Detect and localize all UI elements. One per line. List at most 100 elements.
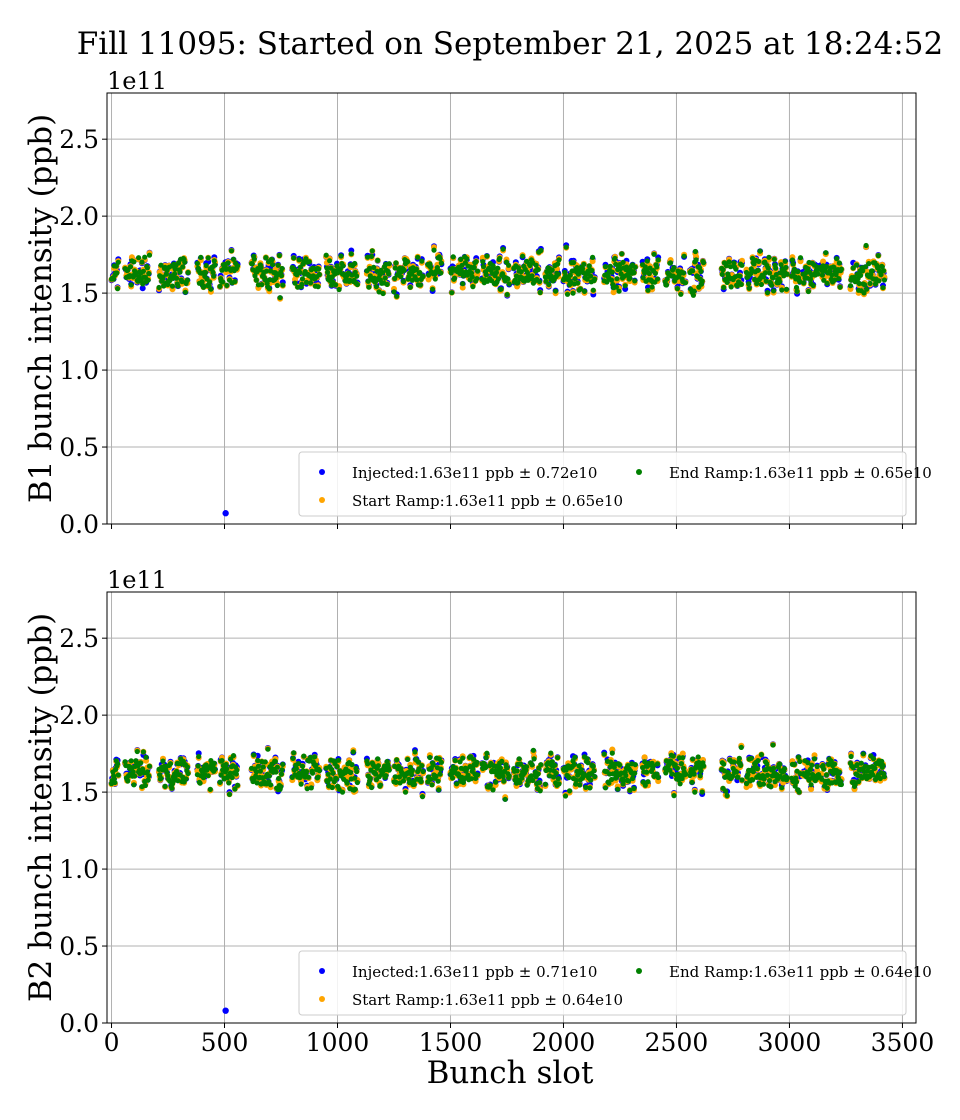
point-end_ramp — [293, 766, 299, 772]
point-end_ramp — [727, 264, 734, 270]
point-end_ramp — [376, 289, 382, 295]
point-end_ramp — [640, 275, 646, 281]
point-end_ramp — [136, 255, 142, 261]
point-end_ramp — [229, 774, 235, 781]
point-start_ramp — [679, 750, 686, 757]
point-end_ramp — [432, 276, 438, 282]
point-end_ramp — [555, 271, 561, 277]
point-end_ramp — [473, 259, 479, 265]
point-end_ramp — [449, 775, 456, 781]
point-end_ramp — [474, 276, 480, 282]
point-end_ramp — [756, 258, 762, 264]
point-end_ramp — [401, 267, 407, 273]
point-end_ramp — [783, 264, 789, 271]
point-end_ramp — [274, 282, 280, 289]
point-end_ramp — [327, 258, 333, 264]
point-end_ramp — [354, 768, 360, 775]
point-end_ramp — [493, 269, 499, 276]
point-end_ramp — [460, 755, 466, 761]
point-end_ramp — [220, 279, 226, 285]
point-end_ramp — [365, 254, 371, 260]
point-outlier — [222, 510, 229, 517]
point-end_ramp — [369, 784, 375, 791]
point-end_ramp — [255, 763, 261, 769]
point-end_ramp — [160, 274, 166, 280]
point-end_ramp — [274, 764, 280, 770]
panel-b1: 0.00.51.01.52.02.5 1e11 B1 bunch intensi… — [23, 67, 932, 539]
point-end_ramp — [291, 750, 297, 756]
point-end_ramp — [495, 276, 501, 282]
point-end_ramp — [875, 253, 881, 259]
point-end_ramp — [324, 265, 330, 271]
point-end_ramp — [778, 262, 784, 268]
point-end_ramp — [348, 251, 354, 257]
point-end_ramp — [755, 267, 761, 273]
point-end_ramp — [438, 270, 444, 276]
point-end_ramp — [872, 281, 879, 287]
point-end_ramp — [876, 278, 882, 284]
point-end_ramp — [292, 280, 298, 286]
point-end_ramp — [475, 268, 481, 274]
point-end_ramp — [176, 260, 182, 266]
legend-label-injected: Injected:1.63e11 ppb ± 0.72e10 — [352, 464, 597, 482]
point-end_ramp — [420, 273, 426, 279]
point-end_ramp — [506, 262, 512, 268]
point-end_ramp — [194, 260, 200, 266]
point-end_ramp — [671, 265, 677, 271]
point-end_ramp — [304, 786, 310, 792]
point-end_ramp — [698, 268, 704, 274]
point-end_ramp — [417, 282, 423, 288]
point-end_ramp — [590, 287, 596, 293]
point-end_ramp — [739, 262, 745, 268]
point-end_ramp — [430, 762, 436, 768]
point-end_ramp — [327, 776, 333, 782]
point-end_ramp — [457, 759, 463, 765]
point-end_ramp — [232, 279, 238, 285]
point-end_ramp — [115, 286, 121, 292]
point-end_ramp — [867, 280, 873, 286]
point-end_ramp — [452, 757, 458, 764]
point-end_ramp — [391, 289, 397, 295]
point-end_ramp — [863, 242, 869, 249]
point-end_ramp — [632, 264, 638, 270]
point-end_ramp — [435, 778, 441, 784]
point-end_ramp — [142, 782, 148, 789]
point-end_ramp — [838, 266, 845, 272]
point-end_ramp — [681, 253, 687, 259]
point-end_ramp — [627, 275, 633, 281]
point-end_ramp — [263, 255, 269, 261]
point-end_ramp — [757, 248, 763, 254]
point-end_ramp — [452, 275, 458, 281]
point-end_ramp — [235, 782, 241, 788]
point-end_ramp — [497, 255, 503, 261]
point-end_ramp — [824, 280, 830, 286]
point-end_ramp — [379, 270, 386, 276]
point-end_ramp — [386, 261, 392, 267]
point-end_ramp — [278, 784, 284, 790]
point-end_ramp — [437, 256, 443, 262]
point-end_ramp — [299, 276, 306, 282]
point-end_ramp — [407, 284, 413, 290]
point-end_ramp — [128, 758, 134, 764]
point-end_ramp — [699, 278, 705, 284]
point-start_ramp — [641, 754, 648, 761]
point-end_ramp — [470, 284, 476, 290]
point-end_ramp — [266, 773, 272, 779]
point-end_ramp — [795, 269, 801, 275]
point-end_ramp — [567, 272, 573, 278]
point-end_ramp — [393, 260, 399, 266]
point-end_ramp — [682, 280, 689, 286]
point-end_ramp — [724, 279, 730, 285]
point-end_ramp — [200, 284, 207, 290]
point-end_ramp — [765, 265, 771, 271]
point-end_ramp — [334, 763, 340, 770]
point-end_ramp — [272, 758, 278, 765]
point-end_ramp — [805, 288, 812, 295]
point-end_ramp — [609, 277, 615, 283]
point-end_ramp — [701, 260, 707, 266]
point-end_ramp — [169, 283, 176, 289]
point-end_ramp — [315, 774, 321, 780]
point-end_ramp — [394, 293, 400, 299]
point-end_ramp — [433, 773, 439, 780]
point-end_ramp — [207, 786, 213, 793]
